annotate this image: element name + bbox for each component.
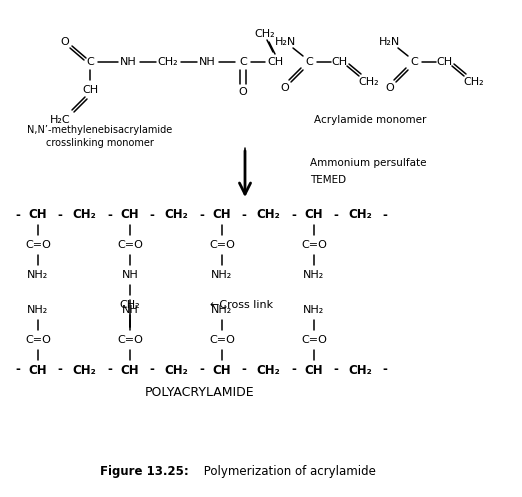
Text: NH₂: NH₂ bbox=[211, 270, 233, 280]
Text: C: C bbox=[305, 57, 313, 67]
Text: -: - bbox=[108, 209, 112, 222]
Text: -: - bbox=[334, 209, 338, 222]
Text: -: - bbox=[199, 363, 205, 377]
Text: CH: CH bbox=[121, 209, 139, 222]
Text: C=O: C=O bbox=[301, 240, 327, 250]
Text: C: C bbox=[410, 57, 418, 67]
Text: CH: CH bbox=[436, 57, 452, 67]
Text: POLYACRYLAMIDE: POLYACRYLAMIDE bbox=[145, 386, 255, 399]
Text: CH: CH bbox=[305, 209, 323, 222]
Text: CH₂: CH₂ bbox=[120, 300, 140, 310]
Text: Figure 13.25:: Figure 13.25: bbox=[100, 466, 189, 479]
Text: -: - bbox=[242, 363, 246, 377]
Text: CH: CH bbox=[212, 363, 231, 377]
Text: NH₂: NH₂ bbox=[27, 305, 49, 315]
Text: C=O: C=O bbox=[301, 335, 327, 345]
Text: CH₂: CH₂ bbox=[464, 77, 484, 87]
Text: NH₂: NH₂ bbox=[303, 270, 325, 280]
Text: -: - bbox=[57, 363, 63, 377]
Text: TEMED: TEMED bbox=[310, 175, 346, 185]
Text: CH₂: CH₂ bbox=[256, 209, 280, 222]
Text: NH: NH bbox=[122, 305, 138, 315]
Text: CH₂: CH₂ bbox=[164, 209, 188, 222]
Text: -: - bbox=[334, 363, 338, 377]
Text: -: - bbox=[383, 363, 387, 377]
Text: H₂N: H₂N bbox=[275, 37, 295, 47]
Text: -: - bbox=[150, 363, 155, 377]
Text: CH₂: CH₂ bbox=[256, 363, 280, 377]
Text: -: - bbox=[150, 209, 155, 222]
Text: -: - bbox=[199, 209, 205, 222]
Text: N,N’-methylenebisacrylamide: N,N’-methylenebisacrylamide bbox=[27, 125, 173, 135]
Text: NH₂: NH₂ bbox=[211, 305, 233, 315]
Text: CH: CH bbox=[212, 209, 231, 222]
Text: CH₂: CH₂ bbox=[348, 209, 372, 222]
Text: C=O: C=O bbox=[209, 335, 235, 345]
Text: C: C bbox=[239, 57, 247, 67]
Text: Acrylamide monomer: Acrylamide monomer bbox=[314, 115, 426, 125]
Text: -: - bbox=[292, 363, 296, 377]
Text: CH: CH bbox=[29, 363, 48, 377]
Text: crosslinking monomer: crosslinking monomer bbox=[46, 138, 154, 148]
Text: CH₂: CH₂ bbox=[348, 363, 372, 377]
Text: NH₂: NH₂ bbox=[303, 305, 325, 315]
Text: CH: CH bbox=[267, 57, 283, 67]
Text: -: - bbox=[242, 209, 246, 222]
Text: C=O: C=O bbox=[25, 240, 51, 250]
Text: NH: NH bbox=[122, 270, 138, 280]
Text: O: O bbox=[386, 83, 395, 93]
Text: -: - bbox=[383, 209, 387, 222]
Text: H₂N: H₂N bbox=[379, 37, 400, 47]
Text: C=O: C=O bbox=[209, 240, 235, 250]
Text: NH: NH bbox=[120, 57, 136, 67]
Text: Polymerization of acrylamide: Polymerization of acrylamide bbox=[200, 466, 376, 479]
Text: -: - bbox=[57, 209, 63, 222]
Text: O: O bbox=[281, 83, 289, 93]
Text: NH₂: NH₂ bbox=[27, 270, 49, 280]
Text: CH₂: CH₂ bbox=[359, 77, 379, 87]
Text: O: O bbox=[239, 87, 247, 97]
Text: NH: NH bbox=[199, 57, 216, 67]
Text: C: C bbox=[86, 57, 94, 67]
Text: CH₂: CH₂ bbox=[72, 209, 96, 222]
Text: C=O: C=O bbox=[25, 335, 51, 345]
Text: CH₂: CH₂ bbox=[72, 363, 96, 377]
Text: C=O: C=O bbox=[117, 335, 143, 345]
Text: C=O: C=O bbox=[117, 240, 143, 250]
Text: CH₂: CH₂ bbox=[255, 29, 275, 39]
Text: -: - bbox=[108, 363, 112, 377]
Text: CH: CH bbox=[331, 57, 347, 67]
Text: Ammonium persulfate: Ammonium persulfate bbox=[310, 158, 426, 168]
Text: CH: CH bbox=[305, 363, 323, 377]
Text: CH₂: CH₂ bbox=[164, 363, 188, 377]
Text: CH: CH bbox=[121, 363, 139, 377]
Text: ←Cross link: ←Cross link bbox=[210, 300, 273, 310]
Text: -: - bbox=[16, 209, 20, 222]
Text: CH: CH bbox=[82, 85, 98, 95]
Text: -: - bbox=[16, 363, 20, 377]
Text: H₂C: H₂C bbox=[50, 115, 70, 125]
Text: -: - bbox=[292, 209, 296, 222]
Text: CH: CH bbox=[29, 209, 48, 222]
Text: CH₂: CH₂ bbox=[158, 57, 179, 67]
Text: O: O bbox=[61, 37, 69, 47]
